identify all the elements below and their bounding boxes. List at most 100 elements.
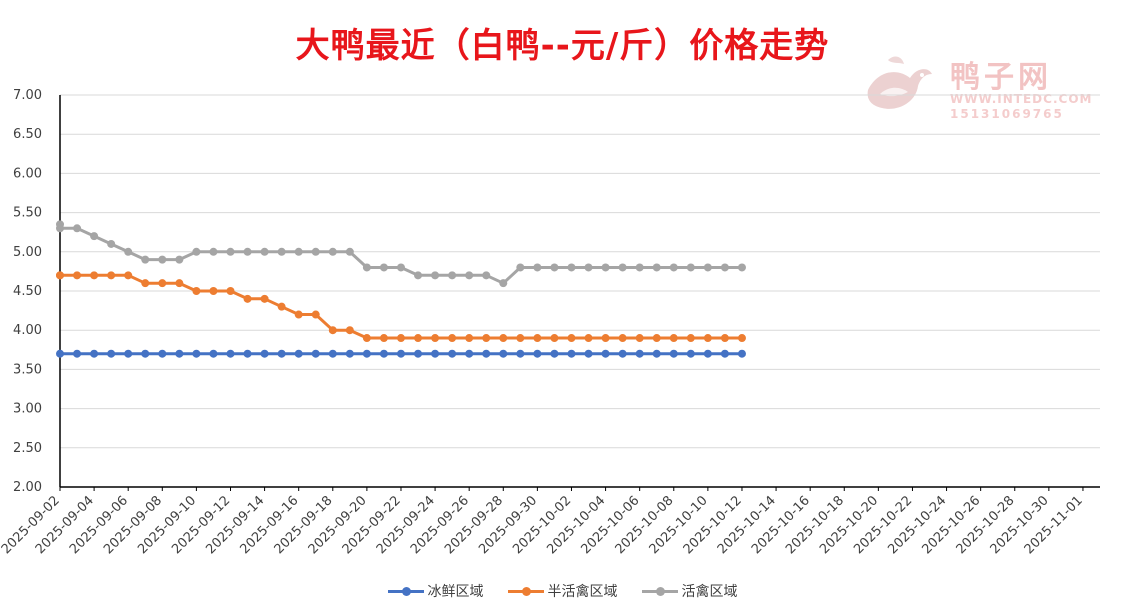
data-point bbox=[226, 349, 235, 358]
data-point bbox=[124, 247, 133, 256]
data-point bbox=[56, 224, 64, 233]
data-point bbox=[243, 349, 252, 358]
data-point bbox=[516, 263, 525, 272]
data-point bbox=[431, 271, 440, 280]
data-point bbox=[652, 349, 661, 358]
legend-swatch bbox=[507, 586, 544, 596]
data-point bbox=[192, 247, 201, 256]
data-point bbox=[533, 263, 542, 272]
legend-item: 半活禽区域 bbox=[507, 581, 618, 601]
series-line bbox=[58, 224, 742, 285]
data-point bbox=[618, 349, 627, 358]
data-point bbox=[192, 349, 201, 358]
data-point bbox=[243, 294, 252, 303]
data-point bbox=[584, 349, 593, 358]
chart-title: 大鸭最近（白鸭--元/斤）价格走势 bbox=[295, 26, 830, 66]
data-point bbox=[141, 349, 150, 358]
data-point bbox=[90, 232, 99, 241]
legend-marker bbox=[521, 586, 531, 596]
data-point bbox=[158, 255, 167, 264]
data-point bbox=[107, 271, 116, 280]
data-point bbox=[465, 349, 474, 358]
data-point bbox=[243, 247, 252, 256]
data-point bbox=[345, 247, 354, 256]
data-point bbox=[635, 263, 644, 272]
data-point bbox=[345, 349, 354, 358]
data-point bbox=[141, 255, 150, 264]
data-point bbox=[277, 302, 286, 311]
data-point bbox=[482, 271, 491, 280]
data-point bbox=[720, 263, 729, 272]
data-point bbox=[737, 334, 746, 343]
data-point bbox=[90, 271, 99, 280]
data-point bbox=[550, 263, 559, 272]
data-point bbox=[294, 349, 303, 358]
data-point bbox=[448, 271, 457, 280]
data-point bbox=[311, 247, 320, 256]
data-point bbox=[465, 271, 474, 280]
data-point bbox=[567, 263, 576, 272]
legend: 冰鲜区域 半活禽区域 活禽区域 bbox=[0, 581, 1125, 601]
data-point bbox=[465, 334, 474, 343]
legend-label: 半活禽区域 bbox=[547, 584, 618, 600]
data-point bbox=[175, 279, 184, 288]
data-point bbox=[482, 349, 491, 358]
data-point bbox=[533, 334, 542, 343]
data-point bbox=[56, 349, 64, 358]
data-point bbox=[618, 263, 627, 272]
data-point bbox=[635, 334, 644, 343]
watermark-brand: 鸭子网 bbox=[950, 60, 1052, 95]
data-point bbox=[345, 326, 354, 335]
data-point bbox=[226, 247, 235, 256]
data-point bbox=[584, 334, 593, 343]
data-point bbox=[226, 287, 235, 295]
y-tick-label: 2.50 bbox=[13, 441, 42, 456]
data-point bbox=[260, 294, 269, 303]
data-point bbox=[601, 334, 610, 343]
data-point bbox=[260, 349, 269, 358]
data-point bbox=[277, 247, 286, 256]
data-point bbox=[73, 349, 82, 358]
data-point bbox=[362, 349, 371, 358]
data-point bbox=[448, 349, 457, 358]
data-point bbox=[686, 263, 695, 272]
legend-label: 活禽区域 bbox=[681, 584, 738, 600]
duck-logo-icon bbox=[867, 56, 932, 109]
y-tick-label: 4.00 bbox=[13, 323, 42, 338]
data-point bbox=[567, 334, 576, 343]
data-point bbox=[652, 334, 661, 343]
data-point bbox=[431, 349, 440, 358]
data-point bbox=[703, 349, 712, 358]
data-point bbox=[73, 271, 82, 280]
data-point bbox=[567, 349, 576, 358]
data-point bbox=[73, 224, 82, 233]
data-point bbox=[311, 349, 320, 358]
data-point bbox=[550, 349, 559, 358]
data-point bbox=[124, 349, 133, 358]
data-point bbox=[533, 349, 542, 358]
y-tick-label: 5.00 bbox=[13, 245, 42, 260]
legend-item: 冰鲜区域 bbox=[387, 581, 484, 601]
legend-item: 活禽区域 bbox=[641, 581, 738, 601]
data-point bbox=[737, 263, 746, 272]
y-tick-label: 3.50 bbox=[13, 362, 42, 377]
data-point bbox=[499, 334, 508, 343]
data-point bbox=[362, 263, 371, 272]
data-point bbox=[175, 255, 184, 264]
data-point bbox=[90, 349, 99, 358]
data-point bbox=[482, 334, 491, 343]
data-point bbox=[499, 349, 508, 358]
data-point bbox=[328, 247, 337, 256]
data-point bbox=[107, 239, 116, 248]
data-point bbox=[56, 271, 64, 280]
data-point bbox=[311, 310, 320, 319]
data-point bbox=[499, 279, 508, 288]
data-point bbox=[550, 334, 559, 343]
data-point bbox=[584, 263, 593, 272]
data-point bbox=[175, 349, 184, 358]
data-point bbox=[124, 271, 133, 280]
data-point bbox=[294, 247, 303, 256]
data-point bbox=[277, 349, 286, 358]
data-point bbox=[379, 263, 388, 272]
watermark-phone: 15131069765 bbox=[950, 107, 1064, 121]
